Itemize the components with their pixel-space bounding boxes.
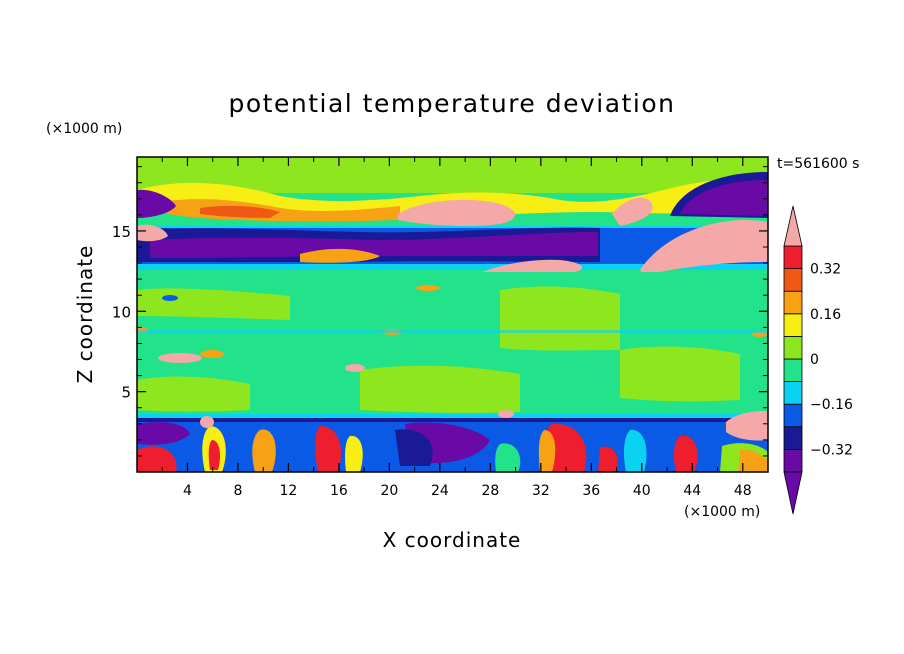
colorbar-segment [783,245,803,270]
field-purple-cap-right-inner [680,180,768,216]
field-blob-2 [200,350,224,358]
field-boundary-orange-right [738,449,768,472]
field-band-warm-upper [137,177,768,217]
field-boundary-green [495,443,521,472]
field-boundary-navy-mid [395,429,433,466]
colorbar-segment [783,403,803,428]
field-pink-upper-mid [398,199,515,227]
x-tick-label: 8 [233,483,242,499]
colorbar-tick-label: 0.32 [810,262,841,278]
colorbar-extend-bottom [783,471,803,515]
time-label: t=561600 s [777,156,859,172]
field-band-purple [150,232,598,258]
y-axis-ticks: 5 10 15 [112,166,768,457]
field-boundary-orange-2 [252,429,276,472]
plot-frame [136,156,769,473]
field-orange-mid-layer [300,248,380,263]
colorbar-segment [783,448,803,473]
field-pink-big-right [640,220,768,274]
field-patch-mid-4 [620,346,740,402]
colorbar-tick-label: −0.16 [810,397,853,413]
field-patch-mid-5 [137,376,250,412]
field-blob-6 [162,295,178,301]
x-tick-label: 12 [280,483,298,499]
x-tick-label: 44 [683,483,701,499]
colorbar-extend-top [783,205,803,247]
field-boundary-cyan [623,429,647,472]
field-boundary-red-5 [673,435,698,472]
field-blob-5 [416,285,440,291]
colorbar: 0.32 0.16 0 −0.16 −0.32 [783,205,853,515]
x-tick-label: 32 [532,483,550,499]
field-boundary-yellow-2 [345,435,363,472]
field-boundary-red-2 [315,426,341,472]
field-pink-left [137,224,168,242]
x-tick-label: 20 [380,483,398,499]
x-tick-label: 48 [734,483,752,499]
colorbar-segment [783,335,803,360]
colorbar-segment [783,268,803,292]
field-boundary-red-left [137,446,177,472]
colorbar-segment [783,290,803,315]
field-boundary-red-4 [598,446,618,472]
x-tick-label: 4 [183,483,192,499]
field-boundary-red-3 [544,423,587,472]
field-patch-mid-3 [360,365,520,413]
field-boundary-orange-3 [538,430,556,472]
field-boundary-red-1 [208,440,220,470]
x-tick-label: 36 [582,483,600,499]
field-purple-left-top [137,189,176,218]
y-unit-label: (×1000 m) [46,121,122,137]
chart-title: potential temperature deviation [229,89,676,118]
colorbar-tick-label: 0 [810,352,819,368]
field-stripe-mid [137,330,768,333]
y-tick-label: 10 [112,303,131,321]
x-tick-label: 16 [330,483,348,499]
field-patch-mid-2 [500,286,620,351]
colorbar-segment [783,358,803,383]
x-tick-label: 40 [633,483,651,499]
colorbar-tick-label: −0.32 [810,442,853,458]
x-unit-label: (×1000 m) [684,504,760,520]
field-pink-upper-right [612,197,653,226]
x-axis-ticks: 4 8 12 16 20 24 28 32 36 40 44 48 [161,157,752,499]
field-boundary-purple-left [137,422,190,445]
y-axis-label: Z coordinate [73,245,97,384]
colorbar-segment [783,381,803,405]
heatmap-field [137,157,768,472]
field-band-red-upper [200,205,280,218]
colorbar-segment [783,313,803,337]
y-tick-label: 5 [121,384,131,402]
colorbar-tick-label: 0.16 [810,307,841,323]
field-boundary-pink-right [726,411,768,441]
x-tick-label: 24 [431,483,449,499]
field-blob-3 [345,364,365,372]
field-band-blue-base [137,418,768,423]
y-tick-label: 15 [112,223,131,241]
field-band-top [137,157,768,193]
field-blob-1 [158,353,202,363]
x-tick-label: 28 [481,483,499,499]
field-boundary-pink-small-2 [498,410,514,418]
x-axis-label: X coordinate [383,528,522,552]
field-boundary-pink-small [200,416,214,428]
colorbar-segment [783,426,803,450]
